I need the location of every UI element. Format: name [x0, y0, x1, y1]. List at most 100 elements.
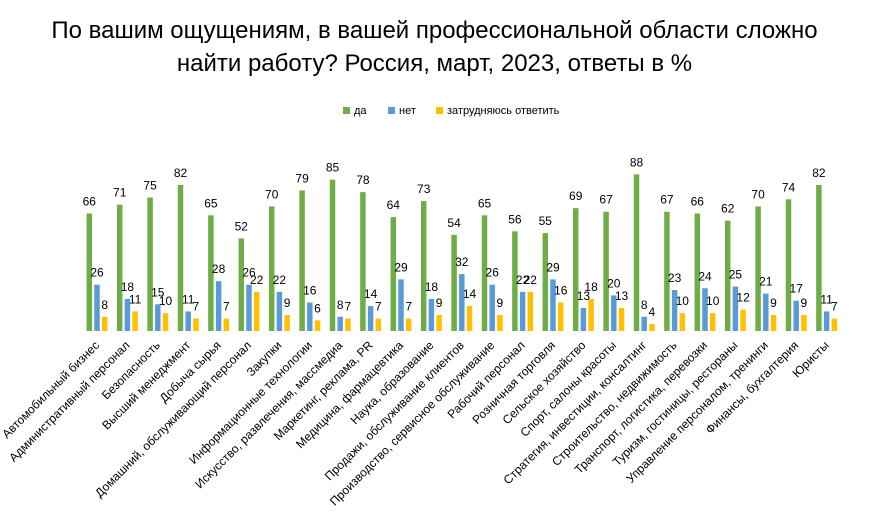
legend-item-2: нет — [388, 105, 416, 117]
data-label: 64 — [387, 198, 401, 212]
data-label: 18 — [425, 280, 439, 294]
legend-swatch — [343, 107, 350, 114]
bar — [276, 291, 283, 331]
bar — [253, 291, 260, 331]
legend-label: да — [354, 105, 367, 117]
bar — [307, 302, 313, 331]
bar — [116, 204, 123, 331]
data-label: 16 — [554, 284, 568, 298]
bar — [398, 279, 404, 331]
bar — [86, 213, 93, 331]
bar — [299, 190, 305, 331]
bar — [155, 304, 161, 331]
data-label: 10 — [159, 294, 173, 308]
bar — [724, 220, 731, 331]
bar — [314, 320, 321, 331]
data-label: 7 — [193, 300, 200, 314]
data-label: 73 — [417, 182, 431, 196]
data-label: 55 — [539, 214, 553, 228]
data-label: 7 — [223, 300, 230, 314]
data-label: 23 — [668, 271, 682, 285]
bar — [215, 281, 222, 331]
bar — [679, 313, 686, 331]
bar — [519, 291, 526, 331]
data-label: 18 — [121, 280, 135, 294]
bar — [588, 298, 594, 331]
data-label: 71 — [113, 186, 127, 200]
data-label: 15 — [151, 285, 165, 299]
data-label: 54 — [447, 216, 461, 230]
bar — [557, 302, 564, 331]
bar — [611, 295, 617, 331]
bar — [420, 201, 427, 331]
bar — [770, 314, 777, 331]
data-label: 88 — [630, 155, 644, 169]
bar — [831, 318, 838, 331]
bar — [550, 279, 556, 331]
bar — [633, 174, 640, 331]
data-label: 17 — [790, 282, 804, 296]
data-label: 21 — [759, 275, 773, 289]
data-label: 14 — [364, 287, 378, 301]
data-label: 65 — [478, 196, 492, 210]
chart-legend: да нет затрудняюсь ответить — [343, 105, 560, 117]
data-label: 22 — [250, 273, 264, 287]
bar — [755, 206, 761, 331]
chart-title-line-2: найти работу? Россия, март, 2023, ответы… — [176, 50, 693, 77]
bar — [162, 313, 169, 331]
bar — [512, 231, 518, 331]
bar — [147, 197, 153, 331]
chart-title-line-1: По вашим ощущениям, в вашей профессионал… — [51, 17, 818, 44]
data-label: 4 — [649, 305, 656, 319]
bar — [132, 311, 138, 331]
data-label: 9 — [770, 296, 777, 310]
data-label: 25 — [729, 268, 743, 282]
legend-item-3: затрудняюсь ответить — [436, 105, 560, 117]
data-label: 7 — [831, 300, 838, 314]
data-label: 7 — [345, 300, 352, 314]
bar — [329, 179, 336, 331]
bar — [694, 213, 701, 331]
data-label: 7 — [405, 300, 412, 314]
data-label: 22 — [516, 273, 530, 287]
legend-swatch — [436, 107, 443, 114]
bar — [101, 316, 108, 331]
bar — [801, 314, 807, 331]
data-label: 26 — [90, 266, 104, 280]
bar — [671, 290, 678, 331]
bar — [580, 307, 587, 331]
bar — [603, 211, 609, 331]
bar — [367, 306, 374, 331]
bar — [732, 286, 739, 331]
data-label: 9 — [436, 296, 443, 310]
data-label: 14 — [463, 287, 477, 301]
data-label: 11 — [820, 292, 833, 306]
data-label: 70 — [751, 187, 765, 201]
bar — [823, 311, 830, 331]
bar — [223, 318, 230, 331]
legend-item-1: да — [343, 105, 367, 117]
bar — [246, 284, 252, 331]
bar — [618, 307, 625, 331]
data-label: 13 — [577, 289, 591, 303]
data-label: 22 — [524, 273, 538, 287]
bar — [664, 211, 670, 331]
bar — [572, 208, 579, 331]
data-label: 66 — [691, 195, 705, 209]
bar — [390, 217, 397, 331]
bar — [193, 318, 199, 331]
data-label: 69 — [569, 189, 583, 203]
data-label: 8 — [101, 298, 108, 312]
data-label: 24 — [698, 269, 712, 283]
data-label: 82 — [812, 166, 826, 180]
data-label: 26 — [242, 266, 256, 280]
bar — [459, 274, 465, 331]
data-label: 78 — [356, 173, 370, 187]
bar — [763, 293, 769, 331]
bar — [436, 314, 442, 331]
bar — [649, 323, 655, 331]
bar — [428, 298, 435, 331]
bar — [405, 318, 412, 331]
